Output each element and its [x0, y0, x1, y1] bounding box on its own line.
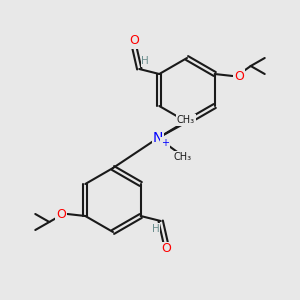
Text: O: O [161, 242, 171, 256]
Text: O: O [234, 70, 244, 83]
Text: H: H [152, 224, 160, 234]
Text: H: H [141, 56, 149, 66]
Text: +: + [161, 138, 169, 148]
Text: O: O [56, 208, 66, 220]
Text: CH₃: CH₃ [177, 115, 195, 125]
Text: CH₃: CH₃ [174, 152, 192, 162]
Text: N: N [153, 131, 163, 145]
Text: O: O [129, 34, 139, 47]
